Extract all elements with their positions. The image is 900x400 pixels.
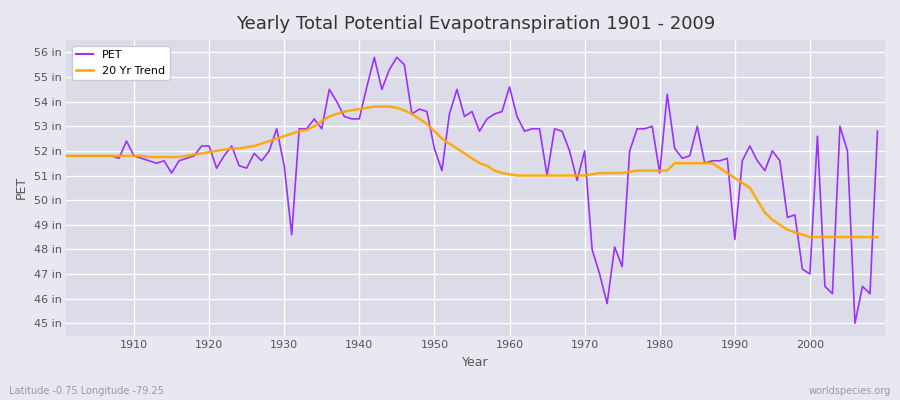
Text: worldspecies.org: worldspecies.org — [809, 386, 891, 396]
PET — [331, 99, 342, 104]
PET — [122, 139, 132, 144]
Text: Latitude -0.75 Longitude -79.25: Latitude -0.75 Longitude -79.25 — [9, 386, 164, 396]
PET — [850, 321, 860, 326]
PET — [511, 114, 522, 119]
20 Yr Trend — [61, 154, 72, 158]
PET — [872, 129, 883, 134]
Y-axis label: PET: PET — [15, 176, 28, 200]
20 Yr Trend — [286, 131, 297, 136]
20 Yr Trend — [872, 235, 883, 240]
20 Yr Trend — [122, 154, 132, 158]
Line: PET: PET — [67, 57, 878, 323]
PET — [504, 84, 515, 89]
PET — [286, 232, 297, 237]
X-axis label: Year: Year — [463, 356, 489, 369]
20 Yr Trend — [369, 104, 380, 109]
20 Yr Trend — [511, 173, 522, 178]
PET — [602, 301, 613, 306]
PET — [61, 154, 72, 158]
20 Yr Trend — [602, 171, 613, 176]
Title: Yearly Total Potential Evapotranspiration 1901 - 2009: Yearly Total Potential Evapotranspiratio… — [236, 15, 716, 33]
20 Yr Trend — [331, 112, 342, 116]
20 Yr Trend — [504, 172, 515, 177]
PET — [369, 55, 380, 60]
20 Yr Trend — [805, 235, 815, 240]
Line: 20 Yr Trend: 20 Yr Trend — [67, 106, 878, 237]
Legend: PET, 20 Yr Trend: PET, 20 Yr Trend — [72, 46, 169, 80]
